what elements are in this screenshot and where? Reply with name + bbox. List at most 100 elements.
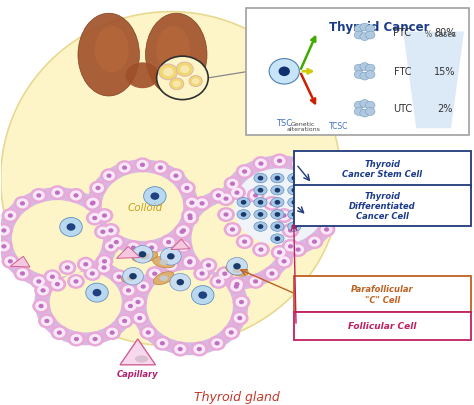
Circle shape: [324, 208, 342, 222]
Circle shape: [227, 258, 247, 275]
Ellipse shape: [288, 174, 301, 183]
Text: 2%: 2%: [437, 104, 453, 114]
Circle shape: [118, 163, 130, 173]
Circle shape: [233, 263, 241, 270]
Circle shape: [62, 263, 73, 273]
Circle shape: [193, 344, 205, 354]
Circle shape: [173, 225, 191, 240]
Circle shape: [177, 242, 190, 252]
Circle shape: [196, 199, 208, 209]
Circle shape: [174, 224, 192, 238]
Circle shape: [354, 71, 364, 79]
Circle shape: [258, 162, 264, 166]
Circle shape: [110, 270, 128, 285]
Circle shape: [289, 157, 307, 172]
Circle shape: [360, 64, 369, 71]
Circle shape: [275, 209, 293, 224]
Circle shape: [222, 272, 228, 276]
Circle shape: [212, 277, 224, 287]
Circle shape: [92, 337, 98, 341]
Circle shape: [274, 188, 280, 193]
Circle shape: [178, 347, 183, 352]
Circle shape: [234, 285, 239, 289]
Circle shape: [167, 254, 174, 260]
Circle shape: [216, 194, 221, 198]
Circle shape: [84, 196, 102, 211]
Circle shape: [116, 161, 133, 176]
Circle shape: [181, 245, 186, 249]
Circle shape: [50, 275, 55, 279]
Circle shape: [198, 292, 207, 299]
Circle shape: [17, 199, 28, 209]
Circle shape: [74, 337, 79, 341]
Circle shape: [44, 319, 49, 323]
Ellipse shape: [78, 14, 139, 97]
Circle shape: [282, 260, 287, 264]
Circle shape: [144, 187, 166, 206]
Circle shape: [51, 188, 64, 198]
Circle shape: [41, 316, 53, 326]
Circle shape: [228, 277, 246, 292]
Circle shape: [253, 279, 258, 284]
Text: PTC: PTC: [393, 28, 411, 38]
Text: Thyroid
Cancer Stem Cell: Thyroid Cancer Stem Cell: [342, 160, 422, 179]
Circle shape: [170, 171, 182, 181]
Circle shape: [4, 211, 17, 221]
Circle shape: [89, 213, 101, 224]
Circle shape: [160, 248, 181, 265]
Ellipse shape: [305, 198, 318, 208]
Polygon shape: [403, 32, 464, 129]
Ellipse shape: [234, 169, 325, 245]
Circle shape: [36, 279, 41, 284]
Circle shape: [273, 247, 285, 258]
Circle shape: [66, 224, 75, 231]
Circle shape: [354, 65, 364, 73]
Circle shape: [105, 242, 117, 252]
Circle shape: [71, 334, 82, 344]
Text: TSC: TSC: [276, 119, 292, 128]
Circle shape: [289, 243, 307, 258]
Circle shape: [228, 279, 245, 294]
Circle shape: [177, 226, 190, 236]
Circle shape: [189, 201, 194, 205]
Circle shape: [73, 279, 79, 284]
Ellipse shape: [50, 272, 122, 333]
Circle shape: [250, 191, 262, 201]
Circle shape: [1, 229, 7, 233]
Circle shape: [354, 108, 364, 116]
Circle shape: [231, 279, 243, 290]
Ellipse shape: [237, 210, 250, 220]
Circle shape: [258, 213, 264, 217]
Text: Colloid: Colloid: [127, 202, 163, 212]
Circle shape: [181, 255, 199, 270]
Circle shape: [36, 194, 41, 198]
Ellipse shape: [288, 186, 301, 196]
Circle shape: [99, 257, 110, 267]
Circle shape: [152, 161, 169, 176]
Circle shape: [68, 332, 85, 347]
FancyBboxPatch shape: [294, 312, 471, 340]
Circle shape: [183, 196, 201, 211]
Text: Capillary: Capillary: [117, 369, 159, 378]
Ellipse shape: [254, 186, 267, 196]
Circle shape: [156, 57, 208, 100]
Circle shape: [136, 300, 141, 305]
Ellipse shape: [126, 63, 159, 89]
Circle shape: [354, 26, 364, 34]
Circle shape: [225, 328, 237, 338]
Circle shape: [77, 257, 95, 272]
Circle shape: [119, 283, 137, 298]
Circle shape: [170, 79, 184, 91]
Circle shape: [1, 245, 7, 249]
Circle shape: [238, 237, 251, 247]
Circle shape: [54, 328, 65, 338]
Circle shape: [86, 284, 108, 303]
Polygon shape: [10, 257, 30, 267]
Circle shape: [184, 258, 196, 268]
Circle shape: [181, 254, 199, 269]
Circle shape: [235, 282, 239, 287]
Circle shape: [160, 341, 165, 345]
Circle shape: [128, 243, 139, 253]
FancyBboxPatch shape: [294, 277, 471, 312]
Circle shape: [146, 330, 151, 335]
